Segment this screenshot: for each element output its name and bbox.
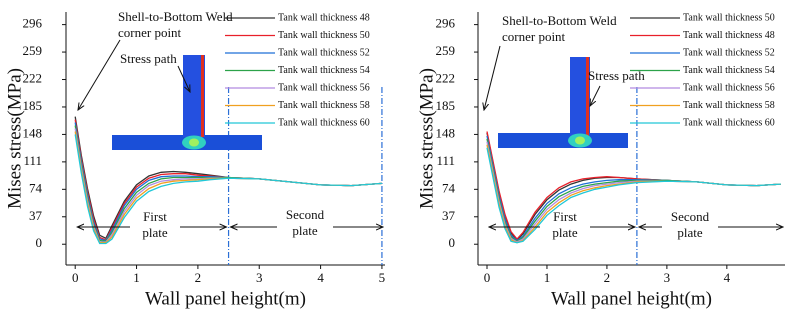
x-tick-label: 5 [379,270,386,285]
annotation: Second [286,207,325,222]
y-axis-label: Mises stress(MPa) [416,68,437,209]
legend-label: Tank wall thickness 60 [278,117,370,128]
chart-panel: 0 37 74 111 148 185 222 259 296 0 1 2 3 4 5 Wall panel … [4,9,385,309]
x-tick-label: 3 [256,270,263,285]
legend-label: Tank wall thickness 56 [278,82,370,93]
inset-wall-edge [201,55,204,137]
annotation-arrow [590,86,600,106]
y-tick-label: 222 [436,71,456,86]
x-tick-label: 4 [317,270,324,285]
y-tick-label: 111 [23,153,42,168]
annotation: Second [671,209,710,224]
legend-label: Tank wall thickness 54 [683,65,775,76]
annotation: plate [142,225,167,240]
inset-hotspot-core [575,137,585,145]
y-tick-label: 259 [23,43,43,58]
x-tick-label: 2 [604,270,611,285]
y-tick-label: 185 [23,98,43,113]
annotation: Shell-to-Bottom Weld [118,9,233,24]
annotation-arrow [78,40,120,110]
y-tick-label: 259 [436,43,456,58]
annotation: First [143,209,167,224]
figure: 0 37 74 111 148 185 222 259 296 0 1 2 3 4 5 Wall panel … [0,0,785,320]
legend-label: Tank wall thickness 58 [683,100,775,111]
x-tick-label: 3 [664,270,671,285]
annotation: plate [552,225,577,240]
inset-hotspot-core [189,139,199,147]
x-tick-label: 2 [195,270,202,285]
legend-label: Tank wall thickness 56 [683,82,775,93]
annotation: plate [292,223,317,238]
y-tick-label: 0 [36,235,43,250]
x-tick-label: 0 [72,270,79,285]
x-tick-label: 4 [724,270,731,285]
y-axis-label: Mises stress(MPa) [4,68,25,209]
y-tick-label: 37 [29,208,43,223]
annotation: First [553,209,577,224]
y-tick-label: 296 [436,16,456,31]
x-tick-label: 0 [484,270,491,285]
legend-label: Tank wall thickness 52 [683,47,775,58]
y-tick-label: 74 [442,180,456,195]
legend-label: Tank wall thickness 60 [683,117,775,128]
y-tick-label: 296 [23,16,43,31]
y-tick-label: 37 [442,208,456,223]
legend-label: Tank wall thickness 50 [278,30,370,41]
y-tick-label: 74 [29,180,43,195]
legend-label: Tank wall thickness 58 [278,100,370,111]
legend-label: Tank wall thickness 48 [278,12,370,23]
y-tick-label: 0 [449,235,456,250]
annotation: Stress path [120,51,177,66]
y-tick-label: 148 [436,125,456,140]
legend-label: Tank wall thickness 50 [683,12,775,23]
y-tick-label: 111 [436,153,455,168]
x-tick-label: 1 [133,270,140,285]
annotation: plate [677,225,702,240]
y-tick-label: 222 [23,71,43,86]
annotation: corner point [118,25,182,40]
y-tick-label: 148 [23,125,43,140]
x-axis-label: Wall panel height(m) [145,288,306,309]
annotation: Stress path [588,68,645,83]
plot-area [487,132,781,243]
x-tick-label: 1 [544,270,551,285]
legend-label: Tank wall thickness 48 [683,30,775,41]
series-line [487,139,781,241]
annotation: corner point [502,29,566,44]
y-tick-label: 185 [436,98,456,113]
annotation: Shell-to-Bottom Weld [502,13,617,28]
chart-panel: 0 37 74 111 148 185 222 259 296 0 1 2 3 4 Wall panel h… [416,12,785,309]
series-line [487,136,781,241]
x-axis-label: Wall panel height(m) [551,288,712,309]
legend-label: Tank wall thickness 54 [278,65,370,76]
annotation-arrow [484,46,500,110]
inset-plate [498,133,628,148]
legend-label: Tank wall thickness 52 [278,47,370,58]
